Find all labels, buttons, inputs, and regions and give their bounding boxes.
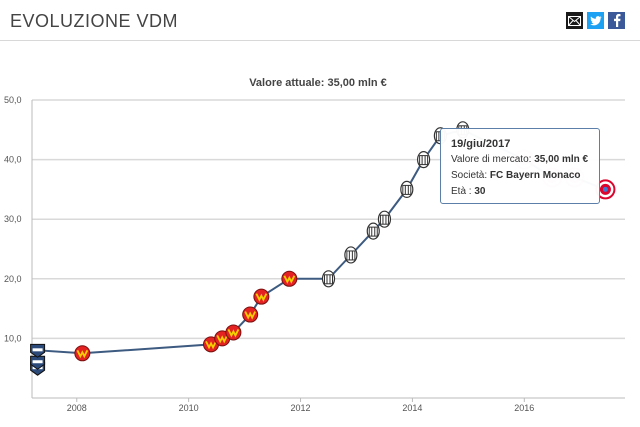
data-point[interactable] xyxy=(344,246,358,264)
tooltip-age: 30 xyxy=(474,186,486,197)
mail-share-button[interactable] xyxy=(566,12,583,29)
tooltip-age-row: Età : 30 xyxy=(451,184,589,200)
tooltip-date: 19/giu/2017 xyxy=(451,138,511,150)
y-tick-label: 30,0 xyxy=(4,214,22,224)
x-tick-label: 2008 xyxy=(67,403,87,413)
data-point[interactable] xyxy=(74,345,91,362)
x-tick-label: 2012 xyxy=(291,403,311,413)
y-tick-label: 10,0 xyxy=(4,333,22,343)
chart-title: Valore attuale: 35,00 mln € xyxy=(249,77,387,89)
section-title: EVOLUZIONE VDM xyxy=(10,11,179,31)
y-axis: 10,0 20,0 30,0 40,0 50,0 xyxy=(4,95,22,343)
twitter-share-button[interactable] xyxy=(587,12,604,29)
data-point[interactable] xyxy=(400,180,414,198)
mail-icon xyxy=(568,15,581,26)
data-point[interactable] xyxy=(30,355,46,370)
data-point[interactable] xyxy=(281,270,298,287)
section-header: EVOLUZIONE VDM xyxy=(0,0,640,41)
data-point[interactable] xyxy=(321,270,336,288)
facebook-icon xyxy=(613,14,620,27)
data-point[interactable] xyxy=(377,210,392,228)
x-tick-label: 2016 xyxy=(514,403,534,413)
data-point[interactable] xyxy=(253,288,270,305)
facebook-share-button[interactable] xyxy=(608,12,625,29)
y-tick-label: 20,0 xyxy=(4,274,22,284)
data-point[interactable] xyxy=(225,324,242,341)
data-point[interactable] xyxy=(30,343,46,358)
tooltip-club-label: Società: xyxy=(451,170,488,181)
tooltip-age-separator: : xyxy=(468,186,472,197)
tooltip-age-label: Età xyxy=(451,186,467,197)
x-tick-label: 2014 xyxy=(402,403,422,413)
data-point[interactable] xyxy=(366,222,380,240)
y-tick-label: 50,0 xyxy=(4,95,22,105)
tooltip-club: FC Bayern Monaco xyxy=(489,170,581,181)
x-tick-label: 2010 xyxy=(179,403,199,413)
x-axis: 2008 2010 2012 2014 2016 xyxy=(67,398,534,413)
tooltip-value-label: Valore di mercato: xyxy=(451,154,532,165)
twitter-icon xyxy=(589,15,601,25)
tooltip-club-row: Società: FC Bayern Monaco xyxy=(451,168,589,184)
tooltip-value: 35,00 mln € xyxy=(534,154,589,165)
data-point[interactable] xyxy=(417,151,431,169)
tooltip-value-row: Valore di mercato: 35,00 mln € xyxy=(451,152,589,168)
y-tick-label: 40,0 xyxy=(4,155,22,165)
point-tooltip: 19/giu/2017 Valore di mercato: 35,00 mln… xyxy=(440,128,600,204)
data-point[interactable] xyxy=(242,306,259,323)
